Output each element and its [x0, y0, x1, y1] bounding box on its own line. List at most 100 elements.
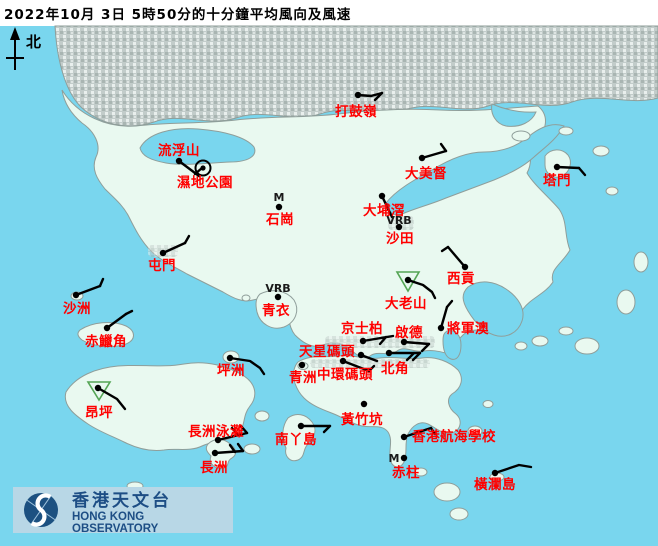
station-kai-tak: 啟德 [395, 324, 431, 353]
station-dot [175, 157, 183, 165]
double-haven-2 [558, 126, 574, 136]
station-tsing-yi: VRB 青衣 [262, 282, 291, 319]
station-dot [226, 354, 234, 362]
station-cheung-chau-beach: 長洲泳灘 [188, 423, 249, 444]
station-waglan-island: 橫瀾島 [474, 463, 533, 493]
station-dot [395, 223, 403, 231]
station-label: 天星碼頭 [299, 344, 355, 360]
wind-barb [373, 91, 384, 102]
station-chek-lap-kok: 赤鱲角 [85, 309, 134, 350]
wind-barb [105, 312, 128, 330]
station-label: 昂坪 [85, 405, 113, 421]
wind-barb [322, 424, 332, 434]
po-toi-island [433, 482, 461, 502]
station-dot [214, 436, 222, 444]
station-stanley: M赤柱 [389, 452, 420, 481]
tung-lung-chau [467, 425, 483, 437]
station-label: 青衣 [262, 302, 290, 319]
station-label: 沙田 [386, 231, 414, 247]
shek-kwu-chau [243, 443, 261, 455]
station-dot [274, 293, 282, 301]
station-dot [357, 351, 365, 359]
station-kings-park: 京士柏 [341, 320, 395, 346]
wind-barb [356, 91, 384, 98]
wind-flag-text: VRB [386, 214, 411, 227]
basalt-island [574, 337, 600, 355]
station-dot [491, 469, 499, 477]
wind-barb [411, 351, 422, 362]
wind-barb [98, 277, 105, 288]
wind-barb [439, 142, 448, 153]
station-label: 石崗 [265, 211, 294, 228]
station-label: 赤鱲角 [85, 333, 127, 350]
wind-flag-text: M [389, 452, 400, 465]
wind-barb [420, 342, 431, 353]
station-label: 北角 [381, 360, 409, 377]
hko-logo-banner: 香港天文台 HONG KONG OBSERVATORY [13, 487, 233, 535]
shelter-island [514, 341, 528, 351]
hko-logo-icon [24, 493, 58, 527]
wind-barb [446, 245, 467, 269]
station-star-ferry: 天星碼頭 [299, 344, 379, 363]
station-sha-chau: 沙洲 [63, 277, 105, 317]
station-label: 啟德 [395, 324, 423, 341]
north-label: 北 [26, 33, 41, 51]
station-ta-kwu-ling: 打鼓嶺 [335, 91, 384, 120]
urban-area-north [54, 25, 658, 127]
station-tai-mei-tuk: 大美督 [405, 142, 448, 182]
station-label: 沙洲 [63, 301, 91, 317]
station-north-point: 北角 [381, 349, 422, 377]
wind-barb [367, 364, 376, 373]
hko-name-english: HONG KONG OBSERVATORY [72, 510, 159, 535]
wind-barb [429, 426, 437, 436]
station-sai-kung: 西貢 [440, 245, 475, 287]
wind-barb [341, 359, 371, 373]
station-label: 大美督 [405, 165, 447, 182]
station-label: 赤柱 [392, 464, 420, 481]
station-sea-school: 香港航海學校 [400, 426, 496, 445]
station-label: 中環碼頭 [317, 366, 373, 383]
cheung-chau-island [205, 439, 237, 469]
station-cheung-chau: 長洲 [200, 442, 245, 476]
station-green-island: 青洲 [289, 361, 317, 386]
wind-barb [213, 449, 245, 455]
station-label: 西貢 [447, 271, 475, 287]
station-tseung-kwan-o: 將軍澳 [437, 299, 489, 337]
tolo-harbour-inlet [385, 124, 565, 216]
wind-barb [440, 245, 450, 253]
station-label: 塔門 [543, 172, 571, 189]
mirs-bay-island-2 [605, 186, 619, 196]
starling-inlet [491, 103, 537, 127]
calm-center-dot [200, 165, 206, 171]
station-ngong-ping: 昂坪 [85, 381, 127, 421]
station-label: 長洲泳灘 [188, 423, 244, 440]
station-dot [72, 291, 80, 299]
map-title: 2022年10月 3日 5時50分的十分鐘平均風向及風速 [4, 7, 352, 23]
station-dot [437, 324, 445, 332]
wind-barb [405, 351, 416, 362]
station-label: 京士柏 [341, 320, 383, 337]
land-layer [54, 25, 658, 521]
station-dot [553, 163, 561, 171]
wind-barb [228, 356, 266, 376]
station-dot [298, 361, 306, 369]
ma-wan-island [241, 294, 251, 302]
south-islet [449, 507, 469, 521]
station-label: 坪洲 [217, 363, 245, 379]
station-dot [359, 337, 367, 345]
station-lamma-island: 南丫島 [275, 422, 332, 448]
station-dot [275, 203, 283, 211]
wind-flag-text: VRB [265, 282, 290, 295]
station-label: 打鼓嶺 [335, 103, 377, 120]
station-label: 大埔滘 [363, 202, 405, 219]
station-dot [94, 384, 102, 392]
urban-patch-kowloon [325, 336, 435, 348]
wind-barb [406, 278, 437, 300]
hong-kong-island [293, 355, 462, 468]
wind-barb [124, 309, 134, 316]
high-island-east [616, 289, 636, 315]
station-tuen-mun: 屯門 [148, 234, 191, 274]
hei-ling-chau [254, 410, 270, 422]
north-arrow-head [10, 27, 20, 40]
